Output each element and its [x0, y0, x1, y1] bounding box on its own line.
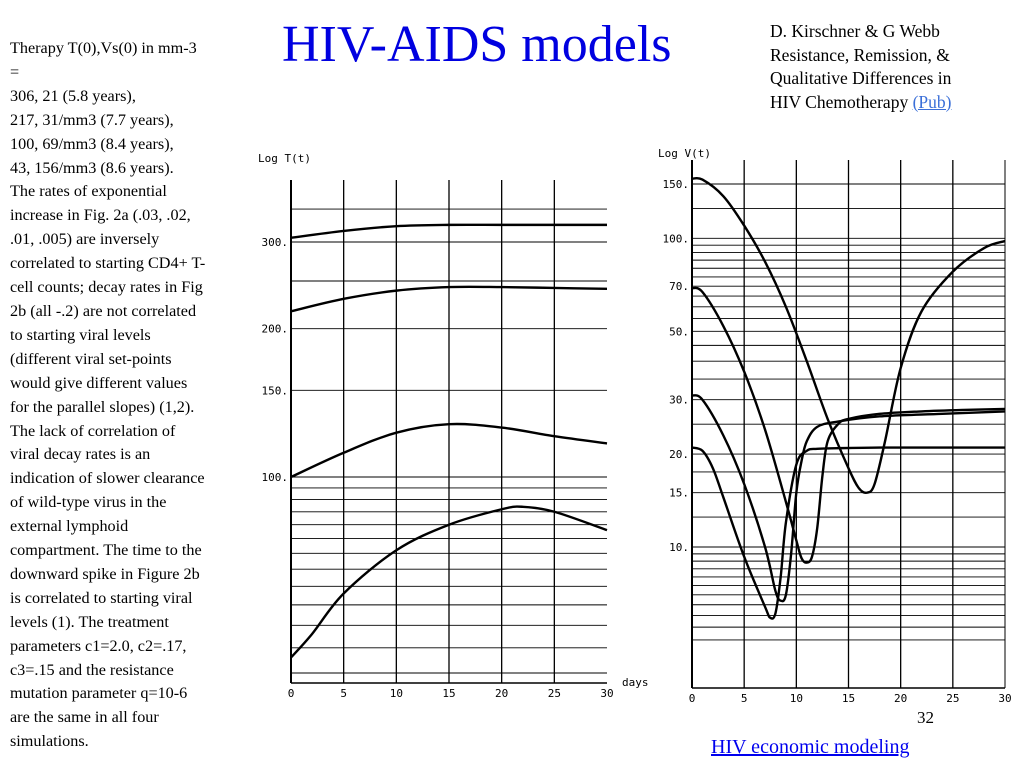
y-tick-label: 100. [262, 471, 289, 484]
x-tick-label: 25 [548, 687, 561, 700]
y-tick-label: 30. [669, 394, 689, 407]
description-line: correlated to starting CD4+ T- [10, 254, 206, 273]
series-line-4 [290, 505, 608, 659]
description-line: levels (1). The treatment [10, 612, 169, 631]
series-line-2 [290, 285, 608, 313]
y-tick-label: 150. [663, 178, 690, 191]
x-tick-label: 20 [495, 687, 508, 700]
x-tick-label: 30 [998, 692, 1011, 705]
page-number: 32 [917, 708, 934, 727]
description-line: would give different values [10, 373, 188, 392]
description-line: cell counts; decay rates in Fig [10, 278, 203, 297]
x-tick-label: 0 [288, 687, 295, 700]
reference-line: Qualitative Differences in [770, 68, 952, 88]
description-line: 43, 156/mm3 (8.6 years). [10, 158, 174, 177]
x-tick-label: 25 [946, 692, 959, 705]
reference-line-last: HIV Chemotherapy (Pub) [770, 91, 1020, 115]
x-tick-label: 10 [790, 692, 803, 705]
description-line: simulations. [10, 732, 89, 751]
description-line: increase in Fig. 2a (.03, .02, [10, 206, 191, 225]
reference-line-text: HIV Chemotherapy [770, 91, 913, 112]
chart-title: Log T(t) [258, 152, 311, 165]
reference-line: D. Kirschner & G Webb [770, 21, 940, 41]
description-line: of wild-type virus in the [10, 493, 167, 512]
y-tick-label: 15. [669, 487, 689, 500]
y-tick-label: 150. [262, 384, 289, 397]
pub-link[interactable]: (Pub) [912, 91, 952, 112]
series-line-3 [290, 422, 608, 479]
description-line: mutation parameter q=10-6 [10, 684, 188, 703]
x-tick-label: 30 [600, 687, 613, 700]
description-line: external lymphoid [10, 517, 129, 536]
y-tick-label: 10. [669, 541, 689, 554]
reference-citation: D. Kirschner & G Webb Resistance, Remiss… [770, 20, 1020, 114]
y-tick-label: 20. [669, 448, 689, 461]
series-line-1 [691, 176, 1006, 495]
description-line: is correlated to starting viral [10, 588, 193, 607]
x-tick-label: 15 [842, 692, 855, 705]
x-tick-label: 0 [689, 692, 696, 705]
reference-line: Resistance, Remission, & [770, 44, 950, 65]
description-line: The lack of correlation of [10, 421, 176, 440]
description-line: compartment. The time to the [10, 541, 202, 560]
slide-title: HIV-AIDS models [282, 16, 672, 73]
chart-title: Log V(t) [658, 147, 711, 160]
description-line: .01, .005) are inversely [10, 230, 160, 249]
description-line: parameters c1=2.0, c2=.17, [10, 636, 187, 655]
description-line: 100, 69/mm3 (8.4 years), [10, 134, 174, 153]
series-line-1 [290, 223, 607, 239]
y-tick-label: 50. [669, 325, 689, 338]
y-tick-label: 70. [669, 280, 689, 293]
log-t-chart: 0 5 10 15 20 25 30 300. 200. 150. 100. Log T(t) days [258, 152, 649, 700]
y-tick-label: 300. [262, 236, 289, 249]
series-line-3 [691, 394, 1006, 603]
description-line: are the same in all four [10, 708, 159, 727]
footer-link[interactable]: HIV economic modeling [711, 736, 910, 758]
x-tick-label: 15 [442, 687, 455, 700]
x-tick-label: 5 [741, 692, 748, 705]
description-line: 306, 21 (5.8 years), [10, 86, 136, 105]
description-line: Therapy T(0),Vs(0) in mm-3 [10, 39, 197, 57]
description-line: 217, 31/mm3 (7.7 years), [10, 110, 174, 129]
x-tick-label: 10 [390, 687, 403, 700]
x-tick-label: 5 [340, 687, 347, 700]
description-line: to starting viral levels [10, 325, 151, 344]
description-line: 2b (all -.2) are not correlated [10, 301, 197, 320]
description-line: = [10, 62, 20, 81]
series-line-2 [691, 286, 1006, 564]
description-line: indication of slower clearance [10, 469, 205, 488]
description-line: viral decay rates is an [10, 445, 151, 464]
y-tick-label: 200. [262, 323, 289, 336]
log-v-chart: 0 5 10 15 20 25 30 150. 100. 70. 50. 30. 20. 15. 10. Lo… [658, 147, 1012, 705]
description-line: for the parallel slopes) (1,2). [10, 397, 195, 416]
x-axis-label: days [622, 676, 649, 689]
description-line: c3=.15 and the resistance [10, 660, 174, 679]
description-text: Therapy T(0),Vs(0) in mm-3 = 306, 21 (5.8 … [10, 37, 255, 754]
description-line: The rates of exponential [10, 182, 167, 201]
x-tick-label: 20 [894, 692, 907, 705]
series-line-4 [691, 446, 1005, 620]
y-tick-label: 100. [663, 232, 690, 245]
description-line: (different viral set-points [10, 349, 172, 368]
description-line: downward spike in Figure 2b [10, 564, 200, 583]
